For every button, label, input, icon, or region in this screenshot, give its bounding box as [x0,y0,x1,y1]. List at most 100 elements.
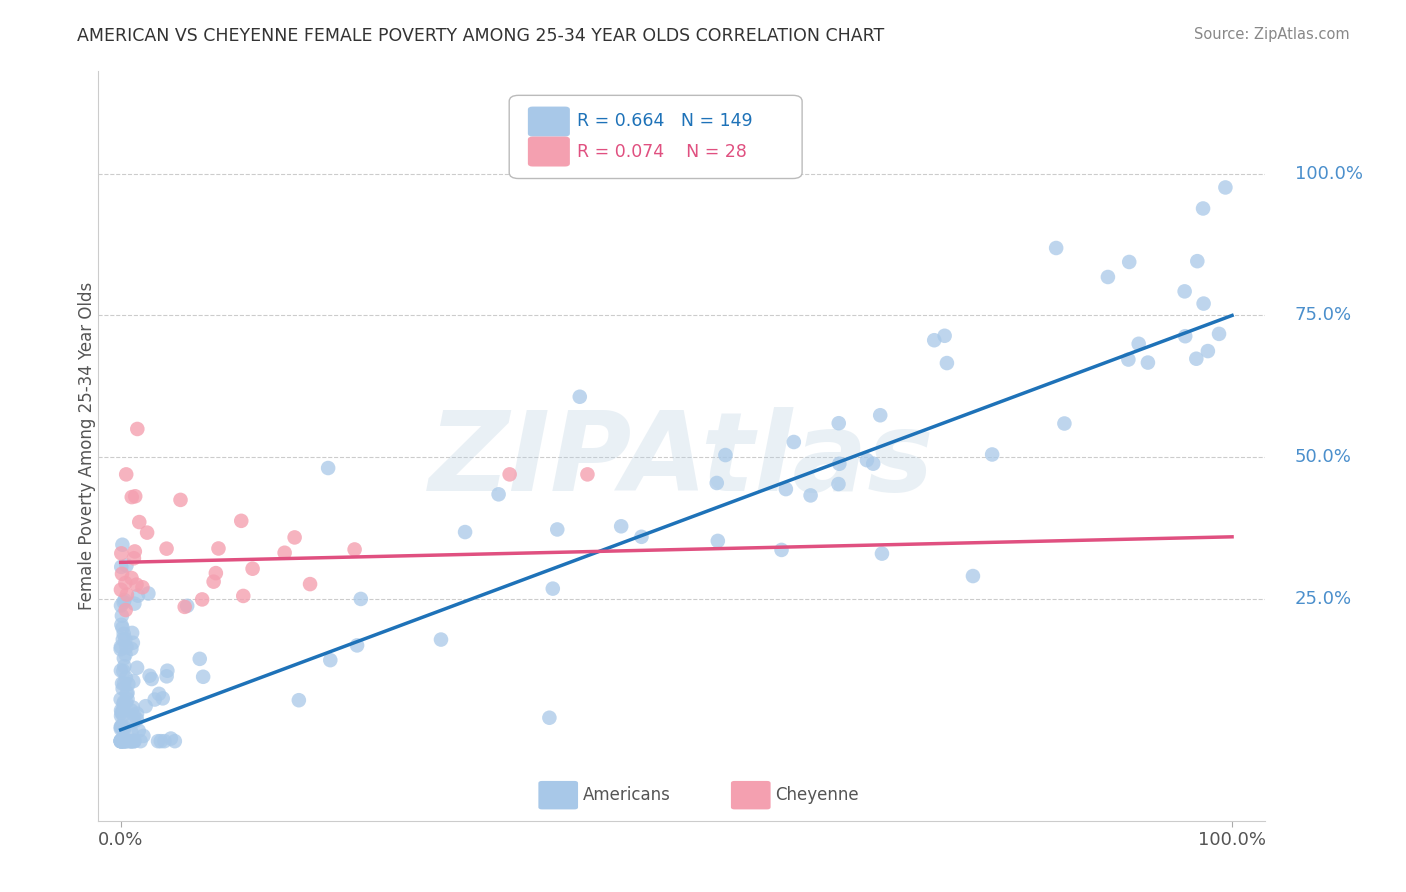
Point [121,734,143,748]
Point [114,734,136,748]
Point [111,621,134,635]
Point [120,734,142,748]
Point [962,569,984,583]
Point [110,560,132,574]
Point [319,653,342,667]
Point [454,524,477,539]
Text: 50.0%: 50.0% [1295,449,1351,467]
Point [127,422,149,436]
Point [124,734,146,748]
Point [124,597,146,611]
Point [163,734,186,748]
Point [124,489,146,503]
Point [115,558,138,573]
Point [114,593,136,607]
Point [110,719,132,733]
Point [112,722,135,736]
Point [115,640,138,654]
Point [576,467,599,482]
Point [110,734,132,748]
Point [770,543,793,558]
Point [111,632,134,647]
Point [1192,296,1215,310]
Point [152,691,174,706]
Point [828,416,851,430]
Text: 100.0%: 100.0% [1295,164,1362,183]
Point [128,723,150,738]
Point [110,734,132,748]
Point [111,676,134,690]
Text: Cheyenne: Cheyenne [775,786,859,805]
Point [132,729,155,743]
Point [981,448,1004,462]
FancyBboxPatch shape [527,136,569,167]
Point [1053,417,1076,431]
Point [112,734,135,748]
Point [1045,241,1067,255]
Point [110,721,132,735]
Point [191,592,214,607]
Point [1174,329,1197,343]
Point [122,734,145,748]
Point [935,356,957,370]
Point [110,706,132,720]
Point [1187,254,1209,268]
Point [191,670,214,684]
Point [111,731,134,746]
Point [111,734,134,748]
Point [430,632,453,647]
Point [111,538,134,552]
Point [148,687,170,701]
Point [120,641,142,656]
Point [1215,180,1237,194]
Point [800,488,823,502]
Point [707,533,730,548]
Text: ZIPAtlas: ZIPAtlas [429,408,935,515]
Point [232,589,254,603]
Point [110,692,132,706]
Point [117,734,139,748]
Point [114,576,136,591]
Point [122,708,145,723]
Point [188,652,211,666]
Point [135,699,157,714]
Point [498,467,520,482]
Point [1185,351,1208,366]
Point [125,706,148,721]
Point [714,448,737,462]
Text: R = 0.074    N = 28: R = 0.074 N = 28 [576,143,747,161]
Point [630,530,652,544]
Point [120,734,142,748]
Point [610,519,633,533]
FancyBboxPatch shape [731,780,770,809]
Point [112,659,135,673]
Point [568,390,591,404]
Point [122,674,145,689]
Point [112,708,135,723]
Point [110,546,132,560]
Point [115,467,138,482]
Point [117,692,139,706]
Point [136,525,159,540]
Text: AMERICAN VS CHEYENNE FEMALE POVERTY AMONG 25-34 YEAR OLDS CORRELATION CHART: AMERICAN VS CHEYENNE FEMALE POVERTY AMON… [77,27,884,45]
Point [122,551,145,566]
Point [124,544,146,558]
Point [138,586,160,600]
Point [112,664,135,678]
Point [1197,344,1219,359]
Point [153,734,176,748]
Point [538,711,561,725]
Point [111,681,134,696]
FancyBboxPatch shape [509,95,801,178]
Y-axis label: Female Poverty Among 25-34 Year Olds: Female Poverty Among 25-34 Year Olds [79,282,96,610]
Point [121,490,143,504]
Point [546,523,568,537]
Point [141,672,163,686]
Point [828,457,851,471]
Point [775,482,797,496]
Point [706,475,728,490]
Point [143,692,166,706]
FancyBboxPatch shape [527,106,569,136]
Point [121,725,143,739]
Point [146,734,169,748]
